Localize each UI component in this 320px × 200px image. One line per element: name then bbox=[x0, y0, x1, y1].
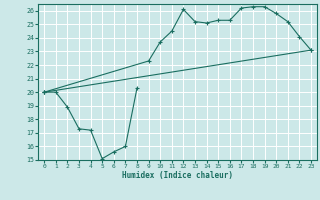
X-axis label: Humidex (Indice chaleur): Humidex (Indice chaleur) bbox=[122, 171, 233, 180]
